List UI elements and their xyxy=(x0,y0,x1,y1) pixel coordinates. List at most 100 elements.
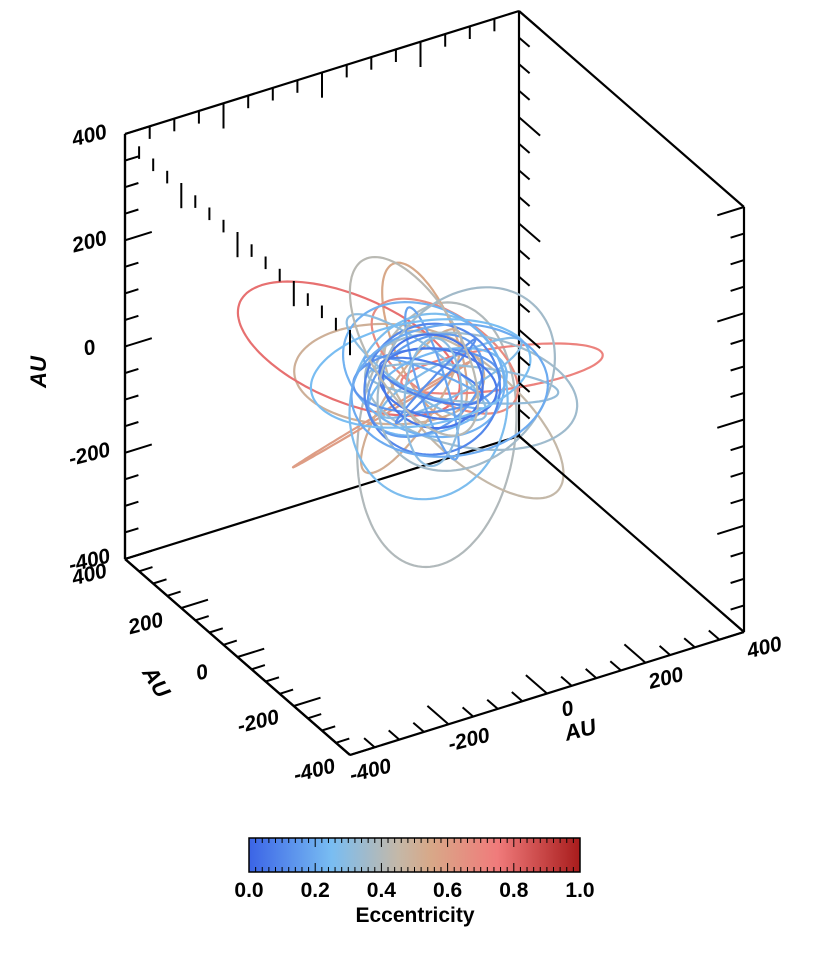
y-tick-label: -200 xyxy=(235,705,282,738)
orbit-line xyxy=(363,322,501,456)
z-tick xyxy=(716,524,745,536)
x-tick xyxy=(658,645,671,656)
y-tick xyxy=(138,566,153,573)
box-edge xyxy=(518,10,745,208)
y-axis-label: AU xyxy=(137,661,176,703)
orbit-line xyxy=(376,286,556,472)
z-tick xyxy=(124,155,139,162)
y-tick xyxy=(251,664,266,671)
z-tick xyxy=(717,206,745,217)
orbit-line xyxy=(236,280,461,417)
colorbar-tick-label: 0.6 xyxy=(433,879,462,902)
z-tick xyxy=(124,182,139,189)
orbit-line xyxy=(309,318,532,429)
colorbar-tick-label: 0.2 xyxy=(301,879,330,902)
orbit-line xyxy=(359,328,463,475)
colorbar-tick-labels: 0.0 0.2 0.4 0.6 0.8 1.0 xyxy=(234,879,594,902)
y-tick xyxy=(321,725,336,732)
z-tick xyxy=(124,208,139,215)
y-tick xyxy=(265,676,280,683)
z-tick xyxy=(518,89,531,101)
z-tick xyxy=(124,421,139,428)
z-tick xyxy=(716,312,745,323)
z-tick xyxy=(124,367,139,375)
z-axis-label: AU xyxy=(26,355,51,389)
y-tick-label: 0 xyxy=(193,660,210,685)
x-tick-label: 200 xyxy=(645,663,686,694)
z-tick xyxy=(124,124,153,135)
orbit-lines xyxy=(236,256,604,569)
z-tick xyxy=(124,337,153,348)
z-tick xyxy=(124,443,153,454)
colorbar: 0.0 0.2 0.4 0.6 0.8 1.0 Eccentricity xyxy=(234,837,595,927)
x-tick xyxy=(623,643,647,664)
y-tick xyxy=(307,713,322,720)
x-tick xyxy=(708,629,721,641)
colorbar-tick-label: 1.0 xyxy=(565,879,594,902)
z-tick xyxy=(518,302,531,314)
z-tick xyxy=(730,577,745,584)
z-tick xyxy=(717,418,745,429)
y-tick xyxy=(152,578,167,585)
y-tick xyxy=(166,590,181,597)
x-tick xyxy=(585,668,597,679)
x-tick-label: -400 xyxy=(347,754,394,787)
x-tick xyxy=(486,698,499,710)
z-tick-label: -200 xyxy=(66,438,113,471)
colorbar-label: Eccentricity xyxy=(355,904,474,927)
z-tick xyxy=(124,394,139,401)
z-tick xyxy=(518,222,541,243)
x-tick xyxy=(461,706,474,718)
x-tick xyxy=(388,729,400,741)
x-tick-label: -200 xyxy=(446,724,493,757)
colorbar-ticks xyxy=(248,838,581,872)
colorbar-tick-label: 0.8 xyxy=(499,879,529,902)
x-tick xyxy=(363,737,376,749)
x-tick xyxy=(683,637,696,649)
x-tick xyxy=(328,735,351,756)
z-tick xyxy=(518,169,531,181)
z-tick-label: 200 xyxy=(69,227,110,258)
z-tick xyxy=(518,143,531,154)
orbit-line xyxy=(383,329,565,500)
x-tick xyxy=(426,705,450,725)
x-tick xyxy=(511,691,524,702)
y-tick-label: 200 xyxy=(125,608,166,639)
y-tick xyxy=(195,615,209,622)
z-tick xyxy=(730,338,745,345)
z-tick xyxy=(124,314,139,321)
z-tick xyxy=(518,63,531,75)
z-tick xyxy=(124,230,153,242)
colorbar-tick-label: 0.4 xyxy=(367,879,397,902)
x-tick xyxy=(525,674,548,695)
y-tick xyxy=(209,627,224,634)
orbit-line xyxy=(403,337,463,468)
z-tick xyxy=(124,500,139,507)
z-tick xyxy=(518,196,531,207)
z-tick xyxy=(124,288,139,295)
x-tick xyxy=(560,675,573,687)
z-tick xyxy=(518,275,531,287)
z-tick xyxy=(124,261,139,268)
z-tick xyxy=(730,604,745,611)
x-tick xyxy=(412,722,425,733)
orbit-line xyxy=(348,256,480,437)
z-tick xyxy=(518,36,531,48)
orbit-line xyxy=(350,322,549,458)
z-tick xyxy=(124,527,139,534)
orbit-line xyxy=(363,331,579,451)
z-tick xyxy=(124,474,139,481)
z-tick xyxy=(730,391,745,399)
orbit-line xyxy=(342,301,506,439)
z-tick xyxy=(730,365,745,372)
orbit-line xyxy=(400,342,604,395)
box-edge xyxy=(518,435,745,633)
x-tick xyxy=(609,660,622,672)
plot-box-front xyxy=(123,134,746,757)
y-tick xyxy=(279,688,294,695)
z-tick xyxy=(730,551,745,558)
y-tick xyxy=(335,737,350,744)
colorbar-tick-label: 0.0 xyxy=(234,879,263,902)
x-tick xyxy=(722,612,745,633)
